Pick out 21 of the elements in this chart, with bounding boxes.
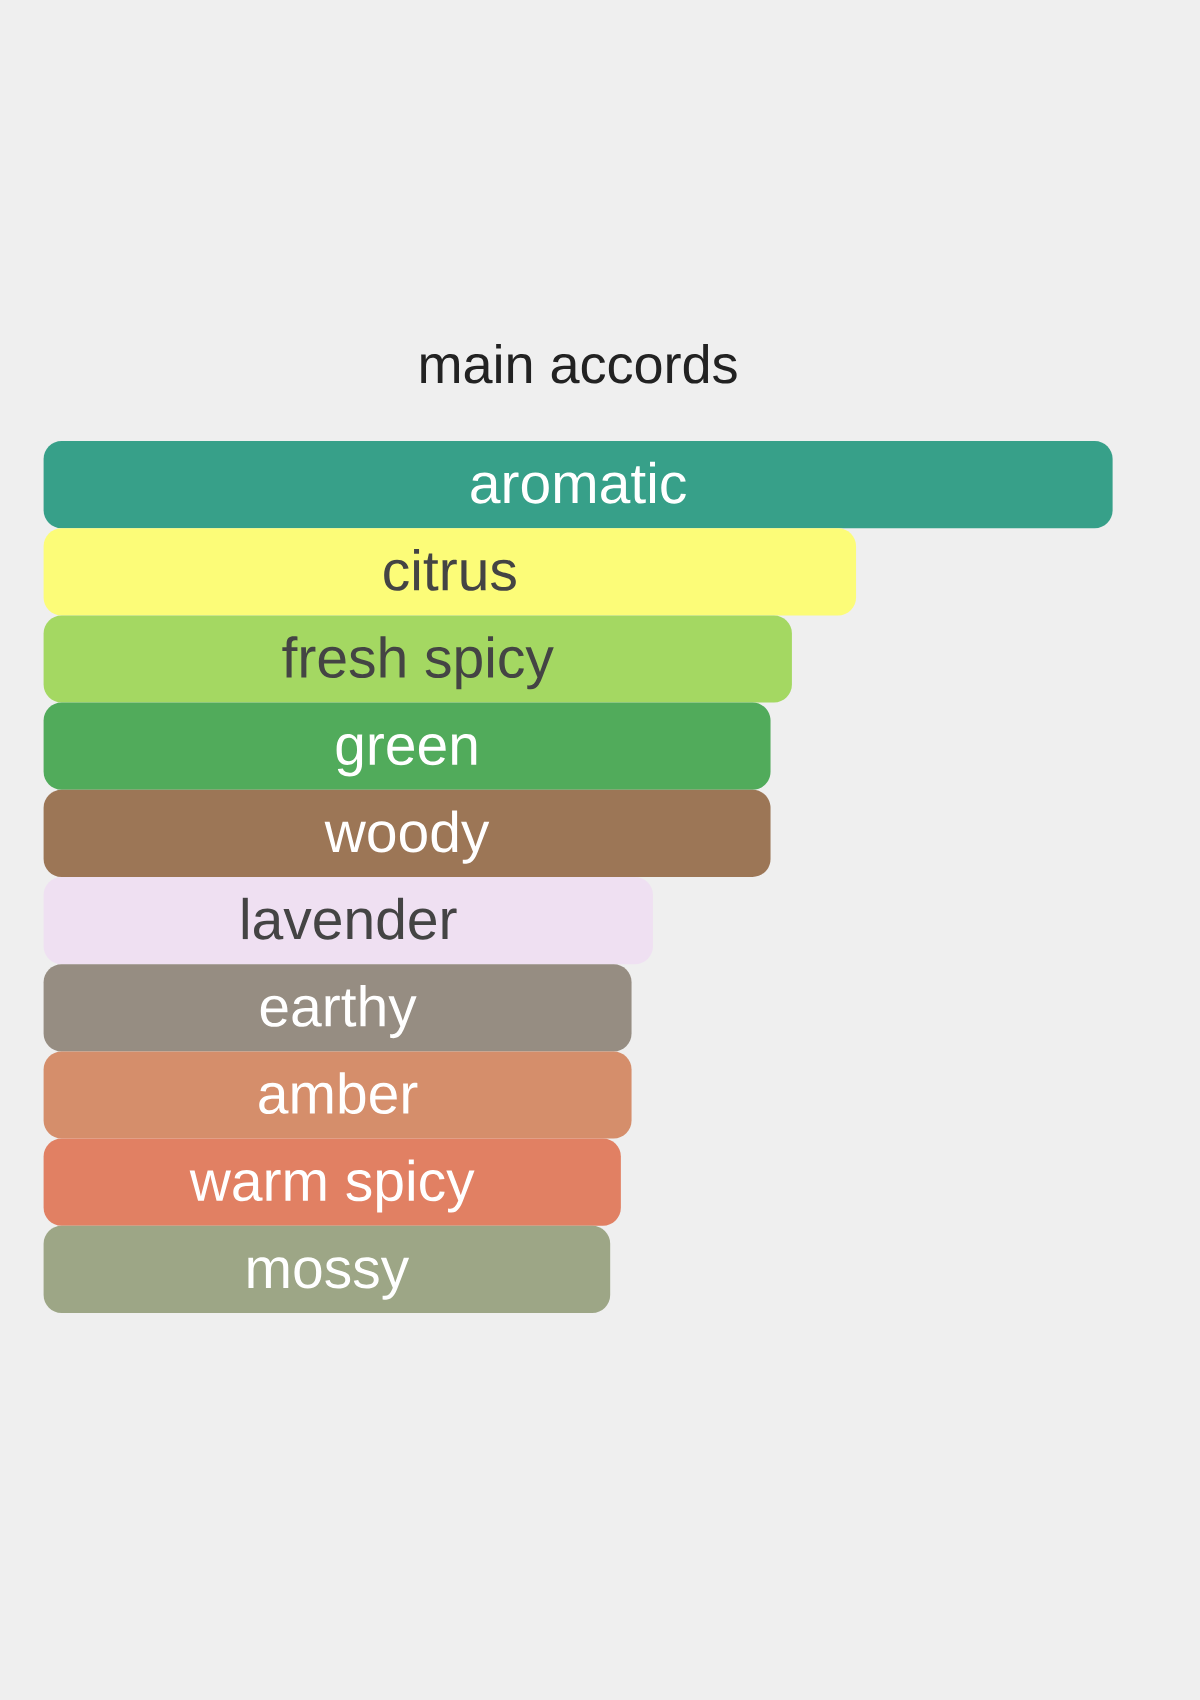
bar [43, 615, 792, 703]
y-tick-label: fresh spicy [282, 636, 554, 690]
bar [43, 964, 632, 1052]
bar [43, 1225, 611, 1314]
bar [43, 528, 857, 616]
y-tick-label: amber [259, 1072, 418, 1115]
bar [43, 1051, 632, 1139]
bar [43, 1138, 621, 1226]
y-tick-label: green [336, 734, 477, 777]
chart-title: main accords [421, 343, 737, 384]
y-tick-label: citrus [384, 548, 516, 591]
y-tick-label: mossy [248, 1257, 410, 1300]
y-tick-label: aromatic [471, 461, 686, 504]
bar [43, 440, 1113, 529]
y-tick-label: lavender [242, 897, 457, 940]
bar [43, 789, 771, 877]
y-tick-label: earthy [260, 984, 417, 1039]
y-tick-label: woody [324, 810, 490, 864]
bar [43, 877, 653, 965]
y-tick-label: warm spicy [189, 1159, 475, 1213]
bar [43, 702, 771, 790]
